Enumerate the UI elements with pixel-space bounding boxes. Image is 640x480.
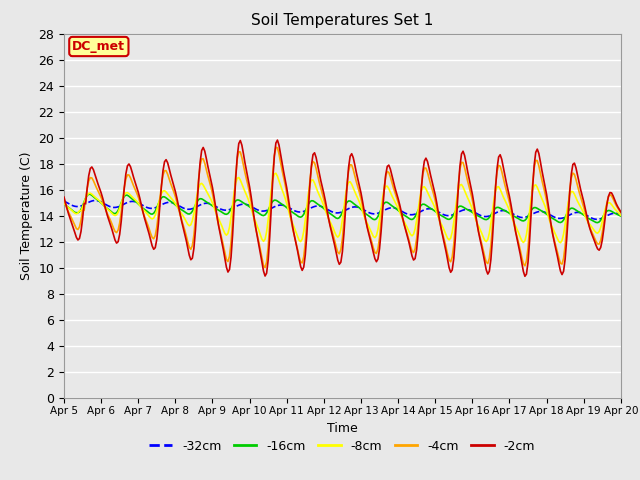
Y-axis label: Soil Temperature (C): Soil Temperature (C): [20, 152, 33, 280]
-2cm: [164, 160, 172, 166]
-8cm: [60, 201, 68, 206]
-2cm: [76, 236, 83, 241]
Line: -16cm: -16cm: [64, 194, 621, 223]
-32cm: [397, 208, 405, 214]
Legend: -32cm, -16cm, -8cm, -4cm, -2cm: -32cm, -16cm, -8cm, -4cm, -2cm: [145, 435, 540, 458]
-32cm: [60, 198, 68, 204]
-2cm: [521, 274, 529, 279]
-32cm: [165, 199, 173, 205]
-4cm: [60, 198, 68, 204]
Line: -2cm: -2cm: [64, 140, 621, 276]
-8cm: [379, 195, 387, 201]
-4cm: [412, 246, 419, 252]
-2cm: [617, 209, 625, 215]
-8cm: [272, 170, 280, 176]
-4cm: [164, 171, 172, 177]
-4cm: [617, 210, 625, 216]
-2cm: [552, 246, 559, 252]
-4cm: [552, 243, 559, 249]
-32cm: [594, 216, 602, 222]
-16cm: [60, 201, 68, 206]
Title: Soil Temperatures Set 1: Soil Temperatures Set 1: [252, 13, 433, 28]
-8cm: [76, 208, 83, 214]
-2cm: [397, 208, 405, 214]
Text: DC_met: DC_met: [72, 40, 125, 53]
-16cm: [594, 220, 602, 226]
Line: -32cm: -32cm: [64, 201, 621, 219]
-16cm: [379, 203, 387, 209]
-32cm: [617, 212, 625, 217]
Line: -8cm: -8cm: [64, 173, 621, 243]
-4cm: [261, 265, 269, 271]
-16cm: [617, 213, 625, 219]
-4cm: [399, 217, 406, 223]
-16cm: [76, 209, 83, 215]
X-axis label: Time: Time: [327, 421, 358, 434]
-8cm: [397, 213, 405, 218]
-16cm: [397, 210, 405, 216]
-8cm: [410, 231, 417, 237]
-8cm: [617, 213, 625, 218]
-16cm: [410, 216, 417, 222]
-2cm: [379, 208, 387, 214]
-2cm: [274, 137, 282, 143]
-8cm: [164, 191, 172, 197]
-16cm: [165, 197, 173, 203]
-32cm: [410, 212, 417, 217]
-4cm: [76, 224, 83, 230]
-2cm: [60, 194, 68, 200]
Line: -4cm: -4cm: [64, 147, 621, 268]
-4cm: [272, 144, 280, 150]
-8cm: [550, 228, 558, 234]
-32cm: [91, 198, 99, 204]
-32cm: [76, 204, 83, 209]
-16cm: [550, 216, 558, 222]
-32cm: [379, 208, 387, 214]
-16cm: [85, 192, 93, 197]
-8cm: [557, 240, 564, 246]
-2cm: [410, 257, 417, 263]
-32cm: [550, 214, 558, 220]
-4cm: [380, 185, 388, 191]
